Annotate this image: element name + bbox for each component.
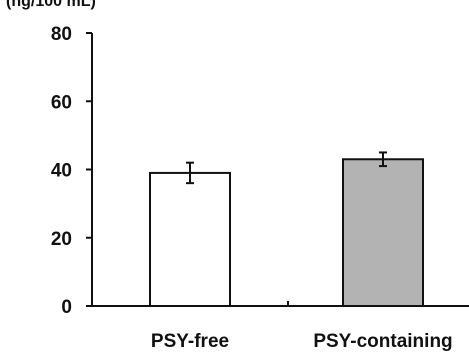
y-tick-label: 60 — [51, 92, 72, 113]
y-unit-fragment: (ng/100 mL) — [6, 0, 96, 10]
y-tick-label: 80 — [51, 24, 72, 45]
bar — [149, 171, 231, 307]
y-tick-label: 40 — [51, 161, 72, 182]
category-label: PSY-free — [151, 331, 229, 352]
error-bars — [186, 151, 387, 185]
category-labels: PSY-free PSY-containing — [151, 331, 453, 352]
category-label: PSY-containing — [313, 331, 452, 352]
y-tick-label: 0 — [61, 297, 72, 318]
y-ticks: 0 20 40 60 80 — [51, 24, 92, 318]
y-tick-label: 20 — [51, 229, 72, 250]
bar — [342, 158, 424, 307]
bars — [149, 158, 424, 307]
